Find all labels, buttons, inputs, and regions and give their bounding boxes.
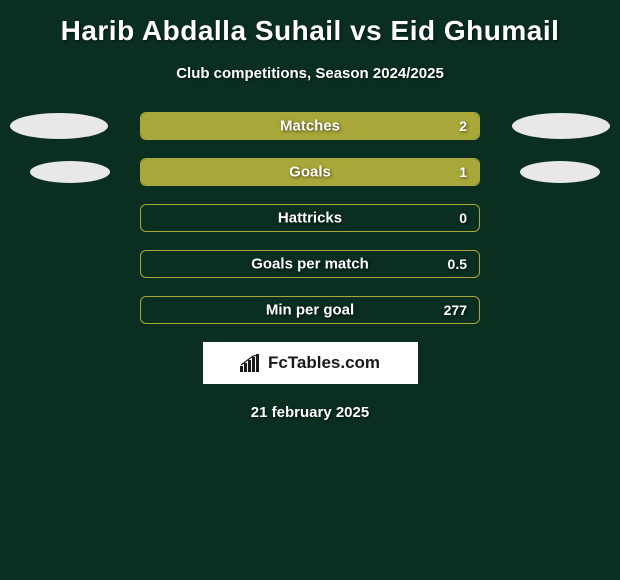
stat-value: 1 [459, 164, 467, 180]
left-ellipse-icon [30, 161, 110, 183]
stat-label: Goals per match [251, 256, 369, 273]
logo-box: FcTables.com [203, 342, 418, 384]
stat-label: Min per goal [266, 302, 354, 319]
left-ellipse-icon [10, 113, 108, 139]
stat-bar: Goals 1 [140, 158, 480, 186]
bar-chart-icon [240, 354, 262, 372]
stat-row-goals-per-match: Goals per match 0.5 [0, 250, 620, 278]
stat-row-hattricks: Hattricks 0 [0, 204, 620, 232]
stat-value: 277 [444, 302, 467, 318]
stat-label: Matches [280, 118, 340, 135]
stat-bar: Goals per match 0.5 [140, 250, 480, 278]
page-subtitle: Club competitions, Season 2024/2025 [176, 65, 444, 82]
footer-date: 21 february 2025 [251, 404, 369, 421]
stat-row-min-per-goal: Min per goal 277 [0, 296, 620, 324]
stat-value: 0.5 [448, 256, 467, 272]
logo-text: FcTables.com [268, 353, 380, 373]
page-title: Harib Abdalla Suhail vs Eid Ghumail [61, 15, 560, 47]
right-ellipse-icon [512, 113, 610, 139]
right-ellipse-icon [520, 161, 600, 183]
stat-bar: Hattricks 0 [140, 204, 480, 232]
logo-inner: FcTables.com [240, 353, 380, 373]
stat-value: 0 [459, 210, 467, 226]
stats-area: Matches 2 Goals 1 Hattricks 0 Goals per … [0, 112, 620, 324]
main-container: Harib Abdalla Suhail vs Eid Ghumail Club… [0, 0, 620, 431]
stat-label: Goals [289, 164, 331, 181]
stat-row-matches: Matches 2 [0, 112, 620, 140]
stat-value: 2 [459, 118, 467, 134]
stat-bar: Min per goal 277 [140, 296, 480, 324]
stat-label: Hattricks [278, 210, 342, 227]
stat-bar: Matches 2 [140, 112, 480, 140]
stat-row-goals: Goals 1 [0, 158, 620, 186]
